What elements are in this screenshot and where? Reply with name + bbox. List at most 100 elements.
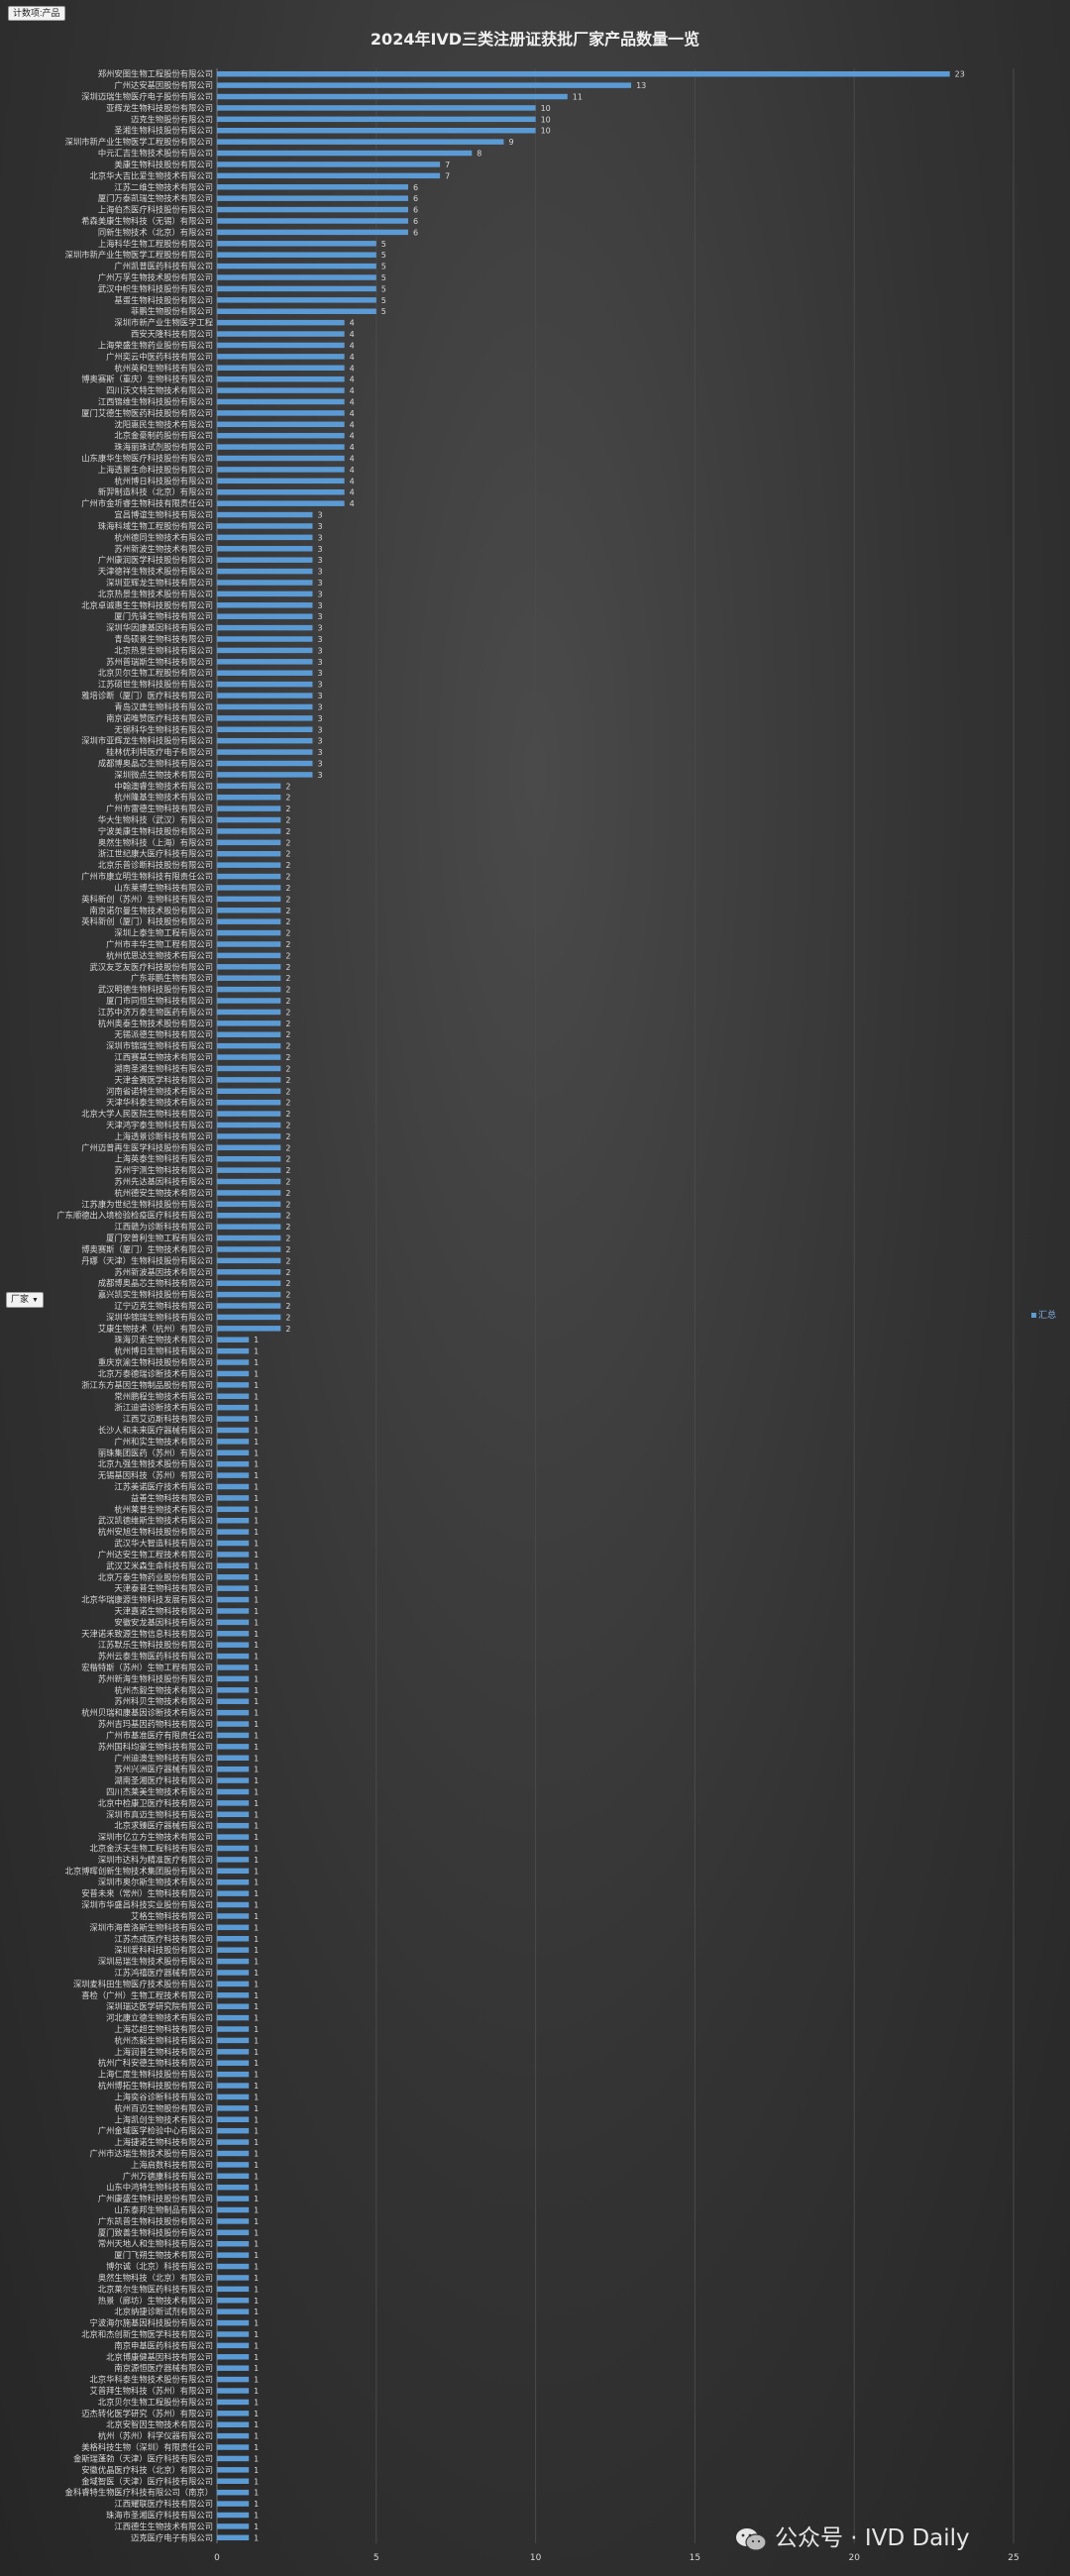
bar [217, 93, 568, 100]
data-label: 3 [317, 681, 322, 690]
data-label: 2 [285, 1155, 290, 1164]
bar [217, 1031, 281, 1037]
category-label: 珠海科域生物工程股份有限公司 [98, 521, 213, 531]
data-label: 4 [350, 353, 355, 362]
category-label: 厦门飞朔生物技术有限公司 [114, 2250, 213, 2260]
data-label: 2 [285, 1053, 290, 1062]
category-label: 天津鸿宇泰生物科技有限公司 [106, 1120, 213, 1129]
data-label: 1 [254, 1889, 259, 1898]
category-label: 深圳瑞达医学研究院有限公司 [106, 2001, 213, 2011]
bar [217, 2489, 250, 2496]
bar [217, 2229, 250, 2236]
bar [217, 331, 345, 337]
bar [217, 1054, 281, 1060]
category-label: 北京华大吉比爱生物技术有限公司 [90, 170, 213, 180]
data-label: 1 [254, 1528, 259, 1537]
bar [217, 82, 632, 88]
data-label: 1 [254, 1845, 259, 1854]
category-label: 辽宁迈克生物科技有限公司 [114, 1301, 213, 1311]
data-label: 3 [317, 635, 322, 644]
bar [217, 1483, 250, 1490]
bar [217, 342, 345, 349]
data-label: 2 [285, 1178, 290, 1187]
bar [217, 1642, 250, 1648]
category-label: 上海英泰生物科技有限公司 [114, 1154, 213, 1164]
category-label: 江西耀联医疗科技有限公司 [114, 2499, 213, 2509]
category-label: 广州奕云中医药科技有限公司 [106, 352, 213, 362]
bar [217, 1088, 281, 1095]
category-label: 杭州（苏州）科学仪器有限公司 [98, 2431, 213, 2441]
bar [217, 241, 376, 247]
bar [217, 467, 345, 473]
category-label: 江苏鸿禧医疗器械有限公司 [114, 1968, 213, 1978]
axis-field-button[interactable]: 厂家 ▼ [6, 1292, 44, 1308]
category-label: 杭州德同生物技术有限公司 [114, 532, 213, 542]
bar [217, 693, 313, 698]
category-label: 迈杰转化医学研究（苏州）有限公司 [81, 2409, 213, 2418]
data-label: 3 [317, 725, 322, 734]
value-field-button[interactable]: 计数项:产品 [8, 6, 65, 21]
category-label: 江苏二维生物技术有限公司 [114, 182, 213, 192]
category-label: 广州凯普医药科技有限公司 [114, 262, 213, 271]
bar [217, 2196, 250, 2201]
data-label: 1 [254, 1471, 259, 1480]
category-label: 上海捷诺生物科技有限公司 [114, 2137, 213, 2147]
data-label: 2 [285, 895, 290, 904]
data-label: 1 [254, 2217, 259, 2226]
bar [217, 2365, 250, 2371]
bar [217, 1506, 250, 1513]
category-label: 宏楷特斯（苏州）生物工程有限公司 [81, 1663, 213, 1672]
category-label: 常州鹏程生物技术有限公司 [114, 1391, 213, 1401]
bar [217, 1347, 250, 1354]
category-label: 北京中检康卫医疗科技有限公司 [98, 1798, 213, 1808]
data-label: 1 [254, 1709, 259, 1718]
bar [217, 285, 376, 292]
bar [217, 2421, 250, 2427]
data-label: 2 [285, 907, 290, 915]
bar [217, 975, 281, 981]
bar [217, 1709, 250, 1716]
bar [217, 1234, 281, 1241]
category-label: 重庆京渝生物科技股份有限公司 [98, 1357, 213, 1367]
category-label: 上海启数科技有限公司 [131, 2160, 213, 2170]
category-label: 杭州博日科技股份有限公司 [114, 476, 213, 485]
category-label: 天津华科泰生物技术有限公司 [106, 1098, 213, 1108]
category-label: 深圳爱科科技股份有限公司 [114, 1945, 213, 1955]
category-label: 北京和杰创新生物医学科技有限公司 [81, 2329, 213, 2339]
bar [217, 613, 313, 619]
category-label: 深圳上泰生物工程有限公司 [114, 928, 213, 938]
category-label: 桂林优利特医疗电子有限公司 [106, 747, 213, 757]
category-label: 成都博奥晶芯生物科技有限公司 [98, 1278, 213, 1288]
category-label: 安徽安龙基因科技有限公司 [114, 1617, 213, 1627]
category-label: 金域智医（天津）医疗科技有限公司 [81, 2476, 213, 2486]
wechat-icon [736, 2527, 767, 2551]
data-label: 10 [541, 127, 551, 136]
data-label: 2 [285, 1279, 290, 1288]
data-label: 1 [254, 1607, 259, 1616]
bar [217, 2014, 250, 2021]
category-label: 湖南圣湘医疗科技有限公司 [114, 1775, 213, 1785]
bar [217, 1303, 281, 1309]
data-label: 1 [254, 1980, 259, 1988]
data-label: 3 [317, 579, 322, 588]
data-label: 6 [413, 228, 418, 237]
category-label: 杭州德安生物技术有限公司 [114, 1188, 213, 1198]
category-label: 沈阳惠民生物技术有限公司 [114, 419, 213, 429]
category-label: 广州市金圻睿生物科技有限责任公司 [81, 498, 213, 508]
category-label: 深圳市达科为精准医疗有限公司 [98, 1855, 213, 1865]
category-label: 上海科华生物工程股份有限公司 [98, 239, 213, 249]
bar [217, 139, 504, 145]
category-label: 北京九强生物技术股份有限公司 [98, 1459, 213, 1469]
category-label: 成都博奥晶芯生物科技有限公司 [98, 758, 213, 768]
category-label: 广东凯普生物科技股份有限公司 [98, 2216, 213, 2226]
data-label: 4 [350, 432, 355, 441]
data-label: 1 [254, 2025, 259, 2034]
bar [217, 2354, 250, 2360]
data-label: 13 [636, 81, 646, 90]
category-label: 北京热景生物科技有限公司 [114, 645, 213, 655]
data-label: 3 [317, 522, 322, 531]
data-label: 3 [317, 714, 322, 723]
category-label: 苏州普瑞斯生物科技有限公司 [106, 657, 213, 667]
data-label: 3 [317, 759, 322, 768]
category-label: 北京乐普诊断科技股份有限公司 [98, 860, 213, 870]
